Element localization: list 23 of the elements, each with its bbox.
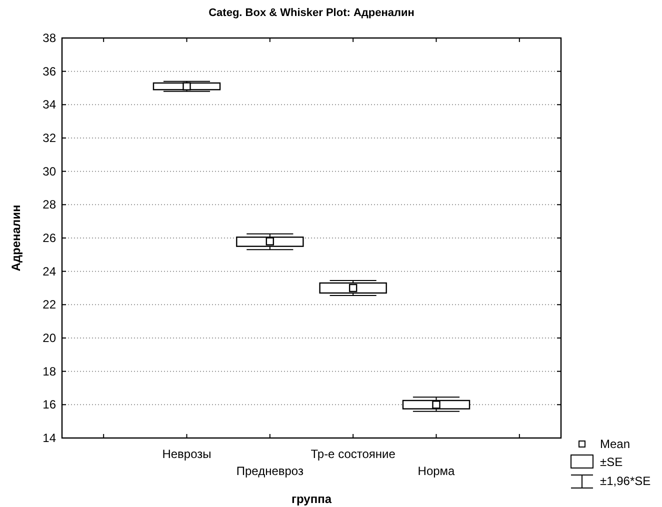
text: Mean [600, 437, 630, 451]
y-tick-label: 24 [42, 264, 56, 278]
y-tick-label: 32 [42, 131, 56, 145]
text: ±SE [600, 455, 623, 469]
x-tick-label: Неврозы [162, 447, 212, 461]
x-tick-label: Норма [418, 464, 456, 478]
x-tick-label: Тр-е состояние [310, 447, 396, 461]
y-tick-label: 14 [42, 431, 56, 445]
y-tick-label: 26 [42, 231, 56, 245]
text: ±1,96*SE [600, 474, 651, 488]
y-tick-label: 20 [42, 331, 56, 345]
y-tick-label: 38 [42, 31, 56, 45]
y-tick-label: 22 [42, 298, 56, 312]
y-axis-title: Адреналин [9, 204, 23, 272]
chart-title: Categ. Box & Whisker Plot: Адреналин [208, 7, 414, 19]
y-tick-label: 18 [42, 364, 56, 378]
y-tick-label: 30 [42, 164, 56, 178]
x-axis-title: группа [291, 492, 332, 506]
y-tick-label: 16 [42, 398, 56, 412]
y-tick-label: 34 [42, 98, 56, 112]
y-tick-label: 36 [42, 64, 56, 78]
x-tick-label: Предневроз [236, 464, 304, 478]
y-tick-label: 28 [42, 198, 56, 212]
